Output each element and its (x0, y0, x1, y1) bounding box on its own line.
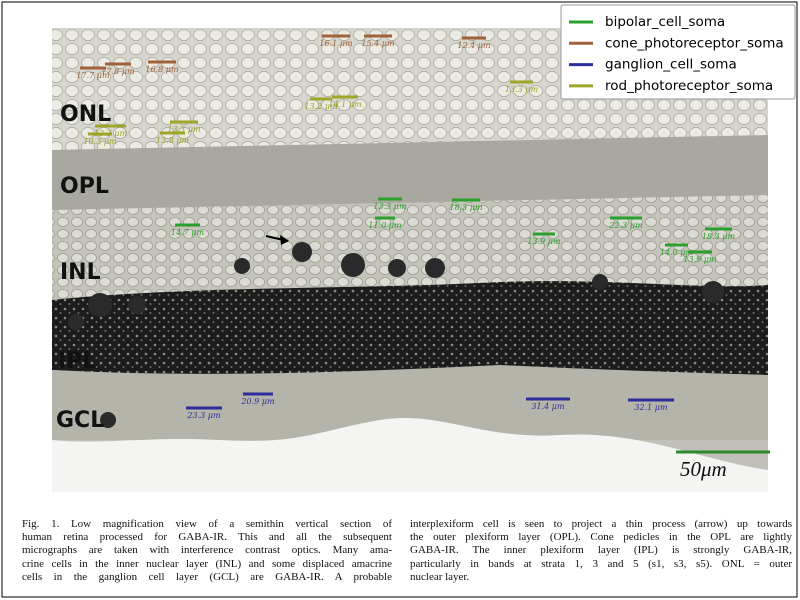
layer-label: IPL (58, 349, 96, 374)
layer-label: INL (60, 260, 101, 285)
scale-bar-label: 50μm (680, 457, 727, 481)
legend-label: ganglion_cell_soma (605, 57, 737, 73)
measurement-label: 31.4 μm (531, 402, 565, 411)
legend: bipolar_cell_soma cone_photoreceptor_soma… (560, 4, 796, 100)
caption-line: interplexiform cell is seen to project a… (410, 518, 792, 530)
measurement-label: 22.3 μm (608, 221, 643, 230)
measurement-label: 14.0 μm (660, 248, 694, 257)
layer-label: OPL (60, 174, 109, 199)
measurement-label: 17.8 μm (101, 67, 135, 76)
measurement-label: 32.1 μm (634, 403, 668, 412)
measurement-label: 10.3 μm (83, 137, 117, 146)
layer-label: GCL (56, 408, 104, 433)
measurement-label: 13.3 μm (505, 85, 539, 94)
measurement-label: 12.4 μm (457, 41, 491, 50)
caption-line: nuclear layer. (410, 570, 470, 583)
layer-label: ONL (60, 102, 111, 127)
measurement-label: 14.1 μm (328, 100, 362, 109)
measurement-label: 13.3 μm (167, 125, 201, 134)
caption-right: interplexiform cell is seen to project a… (410, 518, 792, 584)
caption-line: the outer plexiform layer (OPL). Cone pe… (410, 531, 792, 544)
micrograph (52, 28, 768, 492)
measurement-label: 18.3 μm (702, 232, 736, 241)
legend-label: bipolar_cell_soma (605, 14, 725, 30)
caption-line: GABA-IR. The inner plexiform layer (IPL)… (410, 544, 792, 557)
measurement-label: 13.9 μm (527, 237, 561, 246)
measurement-label: 13.3 μm (373, 202, 407, 211)
measurement-label: 23.3 μm (186, 411, 221, 420)
measurement-label: 16.8 μm (145, 65, 179, 74)
measurement-label: 13.9 μm (683, 255, 717, 264)
legend-label: cone_photoreceptor_soma (605, 35, 784, 51)
measurement-label: 18.3 μm (449, 203, 483, 212)
measurement-label: 11.0 μm (368, 221, 402, 230)
legend-label: rod_photoreceptor_soma (605, 78, 773, 94)
caption-line: human retina processed for GABA-IR. This… (22, 531, 392, 544)
measurement-label: 13.8 μm (156, 136, 190, 145)
caption-line: cells in the ganglion cell layer (GCL) a… (22, 570, 392, 583)
caption-line: micrographs are taken with interference … (22, 544, 392, 557)
caption-line: crine cells in the inner nuclear layer (… (22, 557, 392, 570)
layer-labels: ONL OPL INL IPL GCL (56, 102, 111, 433)
measurements: 14.7 μm 13.3 μm 11.0 μm 18.3 μm 13.9 μm 22.3 … (76, 34, 736, 420)
caption-line: Fig. 1. Low magnification view of a semi… (22, 518, 392, 530)
measurement-label: 15.4 μm (361, 39, 395, 48)
measurement-label: 13.2 μm (304, 102, 338, 111)
measurement-label: 17.7 μm (76, 71, 110, 80)
measurement-label: 16.1 μm (319, 39, 353, 48)
measurement-label: 20.9 μm (240, 397, 275, 406)
caption-left: Fig. 1. Low magnification view of a semi… (22, 518, 392, 584)
measurement-label: 14.7 μm (171, 228, 205, 237)
caption-line: particularly in bands at strata 1, 3 and… (410, 557, 792, 570)
